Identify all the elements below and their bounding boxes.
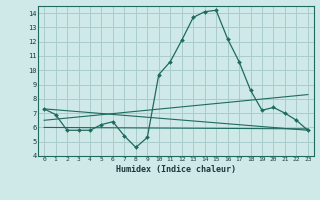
X-axis label: Humidex (Indice chaleur): Humidex (Indice chaleur) <box>116 165 236 174</box>
